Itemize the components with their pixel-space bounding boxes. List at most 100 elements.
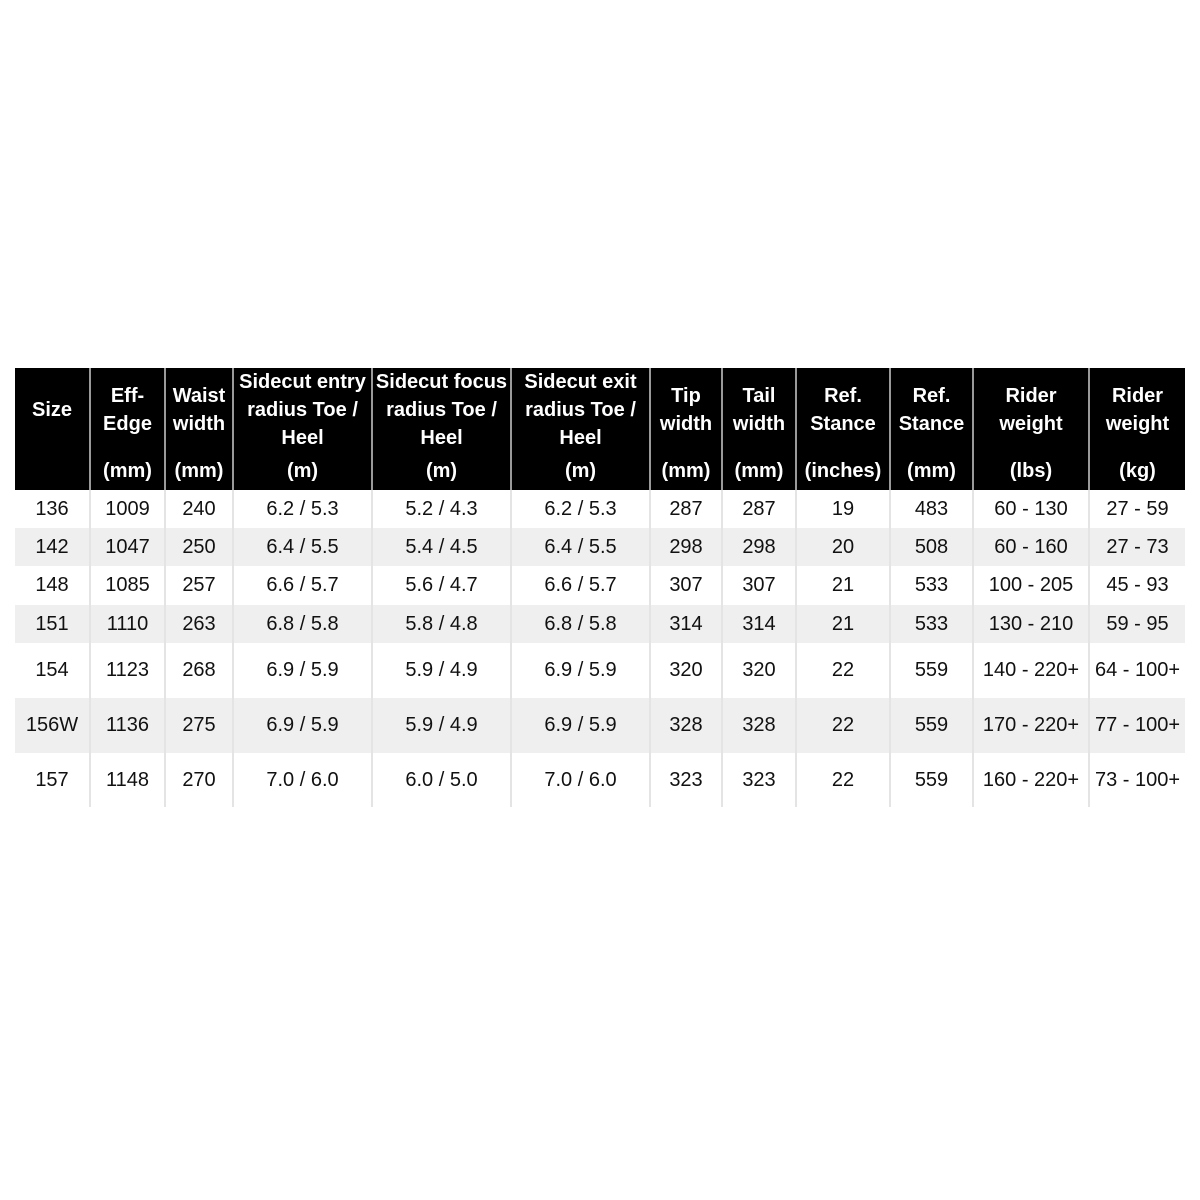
table-cell: 5.2 / 4.3 xyxy=(371,490,511,528)
table-cell: 5.9 / 4.9 xyxy=(371,698,511,753)
column-header: Sidecut exit radius Toe / Heel (m) xyxy=(510,368,650,490)
table-row: 156W 1136 275 6.9 / 5.9 5.9 / 4.9 6.9 / 5.9 32… xyxy=(15,698,1185,753)
column-title: Tip width xyxy=(659,385,713,435)
table-cell: 275 xyxy=(164,698,233,753)
table-cell: 6.8 / 5.8 xyxy=(232,605,372,643)
column-unit: (mm) xyxy=(907,460,956,482)
table-cell: 100 - 205 xyxy=(972,566,1089,605)
column-unit: (lbs) xyxy=(1009,460,1053,482)
column-title: Sidecut focus radius Toe / Heel xyxy=(375,371,508,449)
table-cell: 6.0 / 5.0 xyxy=(371,753,511,807)
table-cell: 1148 xyxy=(89,753,165,807)
table-cell: 508 xyxy=(889,528,973,566)
table-cell: 1085 xyxy=(89,566,165,605)
table-cell: 314 xyxy=(649,605,722,643)
column-header: Rider weight (lbs) xyxy=(972,368,1089,490)
table-cell: 160 - 220+ xyxy=(972,753,1089,807)
table-cell: 22 xyxy=(795,753,890,807)
table-cell: 6.2 / 5.3 xyxy=(510,490,650,528)
table-cell: 21 xyxy=(795,566,890,605)
table-cell: 7.0 / 6.0 xyxy=(510,753,650,807)
table-cell: 136 xyxy=(35,497,69,520)
table-cell: 257 xyxy=(164,566,233,605)
table-cell: 60 - 160 xyxy=(972,528,1089,566)
table-cell: 73 - 100+ xyxy=(1088,753,1185,807)
table-cell: 140 - 220+ xyxy=(972,643,1089,698)
table-cell: 6.9 / 5.9 xyxy=(510,698,650,753)
column-title: Ref. Stance xyxy=(898,385,965,435)
table-cell: 6.4 / 5.5 xyxy=(232,528,372,566)
table-cell: 7.0 / 6.0 xyxy=(232,753,372,807)
table-cell: 27 - 73 xyxy=(1088,528,1185,566)
table-row: 154 1123 268 6.9 / 5.9 5.9 / 4.9 6.9 / 5.9 320… xyxy=(15,643,1185,698)
table-cell: 5.6 / 4.7 xyxy=(371,566,511,605)
table-cell: 6.6 / 5.7 xyxy=(232,566,372,605)
table-cell: 263 xyxy=(164,605,233,643)
table-row: 136 1009 240 6.2 / 5.3 5.2 / 4.3 6.2 / 5.3 287… xyxy=(15,490,1185,528)
table-cell: 298 xyxy=(649,528,722,566)
column-header: Ref. Stance (inches) xyxy=(795,368,890,490)
column-header: Rider weight (kg) xyxy=(1088,368,1185,490)
table-cell: 1123 xyxy=(89,643,165,698)
table-cell: 170 - 220+ xyxy=(972,698,1089,753)
table-cell: 287 xyxy=(649,490,722,528)
table-cell: 287 xyxy=(721,490,796,528)
table-cell: 6.9 / 5.9 xyxy=(232,643,372,698)
table-cell: 27 - 59 xyxy=(1088,490,1185,528)
column-header: Tail width (mm) xyxy=(721,368,796,490)
table-cell: 328 xyxy=(649,698,722,753)
table-cell: 483 xyxy=(889,490,973,528)
table-cell: 22 xyxy=(795,698,890,753)
table-cell: 1110 xyxy=(89,605,165,643)
table-cell: 559 xyxy=(889,643,973,698)
column-title: Eff- Edge xyxy=(103,385,152,435)
table-cell: 64 - 100+ xyxy=(1088,643,1185,698)
column-header: Eff- Edge (mm) xyxy=(89,368,165,490)
table-cell: 250 xyxy=(164,528,233,566)
table-cell: 142 xyxy=(15,528,90,566)
column-title: Rider weight xyxy=(1105,385,1170,435)
table-cell: 268 xyxy=(164,643,233,698)
spec-table: Size Eff- Edge (mm) Waist width (mm) Sidecut … xyxy=(15,368,1185,807)
table-cell: 59 - 95 xyxy=(1088,605,1185,643)
table-cell: 77 - 100+ xyxy=(1088,698,1185,753)
column-unit: (mm) xyxy=(174,460,224,482)
column-unit: (m) xyxy=(425,460,458,482)
column-title: Size xyxy=(31,399,73,421)
table-cell: 45 - 93 xyxy=(1088,566,1185,605)
table-cell: 157 xyxy=(35,768,69,791)
column-title: Sidecut exit radius Toe / Heel xyxy=(524,371,637,449)
table-cell: 240 xyxy=(164,490,233,528)
column-unit xyxy=(15,452,89,490)
table-cell: 6.2 / 5.3 xyxy=(232,490,372,528)
table-cell: 6.9 / 5.9 xyxy=(232,698,372,753)
column-header: Size xyxy=(15,368,90,490)
column-unit: (mm) xyxy=(103,460,152,482)
table-cell: 320 xyxy=(721,643,796,698)
table-cell: 22 xyxy=(795,643,890,698)
table-cell: 533 xyxy=(889,566,973,605)
table-cell: 20 xyxy=(795,528,890,566)
column-title: Sidecut entry radius Toe / Heel xyxy=(239,371,366,449)
column-unit: (m) xyxy=(564,460,597,482)
column-unit: (m) xyxy=(286,460,319,482)
table-cell: 6.4 / 5.5 xyxy=(510,528,650,566)
column-unit: (mm) xyxy=(734,460,784,482)
table-cell: 323 xyxy=(721,753,796,807)
table-cell: 154 xyxy=(35,659,69,681)
header-row: Size Eff- Edge (mm) Waist width (mm) Sidecut … xyxy=(15,368,1185,490)
column-unit: (mm) xyxy=(661,460,711,482)
column-unit: (kg) xyxy=(1119,460,1156,482)
column-unit: (inches) xyxy=(804,460,882,482)
table-cell: 156W xyxy=(15,698,90,753)
table-cell: 5.4 / 4.5 xyxy=(371,528,511,566)
column-header: Sidecut focus radius Toe / Heel (m) xyxy=(371,368,511,490)
table-cell: 5.8 / 4.8 xyxy=(371,605,511,643)
table-row: 157 1148 270 7.0 / 6.0 6.0 / 5.0 7.0 / 6.0 323… xyxy=(15,753,1185,807)
table-cell: 323 xyxy=(649,753,722,807)
table-cell: 130 - 210 xyxy=(972,605,1089,643)
column-title: Rider weight xyxy=(999,385,1063,435)
table-cell: 559 xyxy=(889,698,973,753)
table-cell: 298 xyxy=(721,528,796,566)
table-cell: 5.9 / 4.9 xyxy=(371,643,511,698)
